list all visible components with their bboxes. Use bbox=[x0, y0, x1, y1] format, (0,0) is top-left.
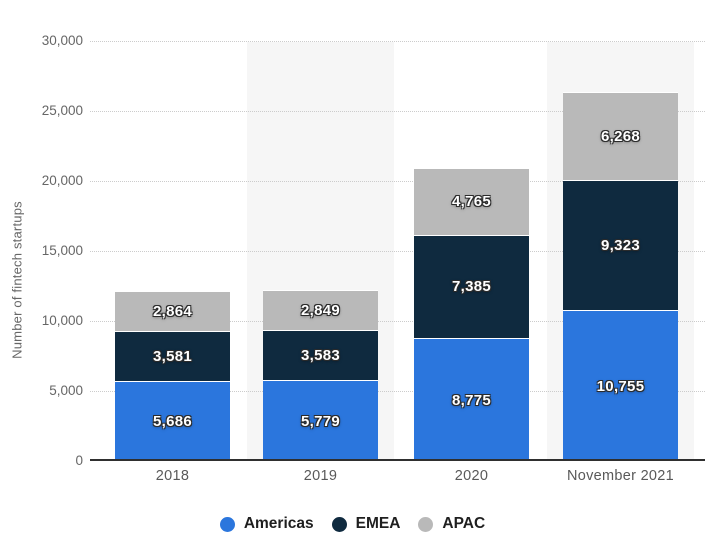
legend-item-emea[interactable]: EMEA bbox=[331, 515, 401, 533]
bar-2020-emea[interactable]: 7,385 bbox=[414, 234, 529, 339]
x-label-2018: 2018 bbox=[155, 468, 190, 484]
bar-2019-apac[interactable]: 2,849 bbox=[263, 290, 378, 330]
legend-item-americas[interactable]: Americas bbox=[219, 515, 314, 533]
legend-marker-emea-icon bbox=[331, 516, 347, 532]
gridline bbox=[90, 181, 705, 182]
bar-value-label: 7,385 bbox=[451, 278, 492, 296]
bar-2020-apac[interactable]: 4,765 bbox=[414, 168, 529, 235]
bar-column-november-2021: 10,755 9,323 6,268 bbox=[563, 92, 678, 461]
legend: Americas EMEA APAC bbox=[0, 515, 705, 533]
y-axis-title: Number of fintech startups bbox=[9, 201, 25, 359]
bar-2019-emea[interactable]: 3,583 bbox=[263, 329, 378, 381]
bar-column-2019: 5,779 3,583 2,849 bbox=[263, 290, 378, 461]
bar-value-label: 8,775 bbox=[451, 391, 492, 409]
bar-value-label: 3,583 bbox=[300, 347, 341, 365]
gridline bbox=[90, 251, 705, 252]
bar-november-2021-apac[interactable]: 6,268 bbox=[563, 92, 678, 180]
bar-value-label: 5,686 bbox=[152, 413, 193, 431]
bar-2018-apac[interactable]: 2,864 bbox=[115, 291, 230, 332]
bar-2019-americas[interactable]: 5,779 bbox=[263, 380, 378, 461]
legend-marker-americas-icon bbox=[219, 516, 235, 532]
y-tick-label: 25,000 bbox=[41, 103, 83, 118]
x-label-2019: 2019 bbox=[303, 468, 338, 484]
bar-value-label: 9,323 bbox=[600, 237, 641, 255]
legend-item-apac[interactable]: APAC bbox=[418, 515, 485, 533]
gridline bbox=[90, 391, 705, 392]
legend-label: EMEA bbox=[355, 515, 401, 532]
bar-value-label: 2,849 bbox=[300, 302, 341, 320]
bar-column-2018: 5,686 3,581 2,864 bbox=[115, 291, 230, 461]
y-tick-label: 20,000 bbox=[41, 173, 83, 188]
bar-2018-emea[interactable]: 3,581 bbox=[115, 331, 230, 382]
bar-column-2020: 8,775 7,385 4,765 bbox=[414, 168, 529, 461]
legend-label: Americas bbox=[243, 515, 314, 532]
x-label-november-2021: November 2021 bbox=[566, 468, 675, 484]
y-tick-label: 15,000 bbox=[41, 243, 83, 258]
y-tick-label: 30,000 bbox=[41, 33, 83, 48]
bar-value-label: 3,581 bbox=[152, 348, 193, 366]
x-axis-line bbox=[90, 459, 705, 461]
bar-value-label: 4,765 bbox=[451, 193, 492, 211]
bar-2020-americas[interactable]: 8,775 bbox=[414, 338, 529, 461]
x-label-2020: 2020 bbox=[454, 468, 489, 484]
y-tick-label: 5,000 bbox=[49, 383, 83, 398]
legend-label: APAC bbox=[442, 515, 486, 532]
bar-value-label: 2,864 bbox=[152, 303, 193, 321]
gridline bbox=[90, 41, 705, 42]
bar-2018-americas[interactable]: 5,686 bbox=[115, 381, 230, 461]
gridline bbox=[90, 111, 705, 112]
bar-value-label: 10,755 bbox=[596, 377, 645, 395]
y-tick-label: 10,000 bbox=[41, 313, 83, 328]
bar-november-2021-americas[interactable]: 10,755 bbox=[563, 310, 678, 461]
y-tick-label: 0 bbox=[75, 453, 83, 468]
bar-value-label: 6,268 bbox=[600, 128, 641, 146]
gridline bbox=[90, 321, 705, 322]
legend-marker-apac-icon bbox=[418, 516, 434, 532]
bar-value-label: 5,779 bbox=[300, 412, 341, 430]
bar-november-2021-emea[interactable]: 9,323 bbox=[563, 179, 678, 311]
